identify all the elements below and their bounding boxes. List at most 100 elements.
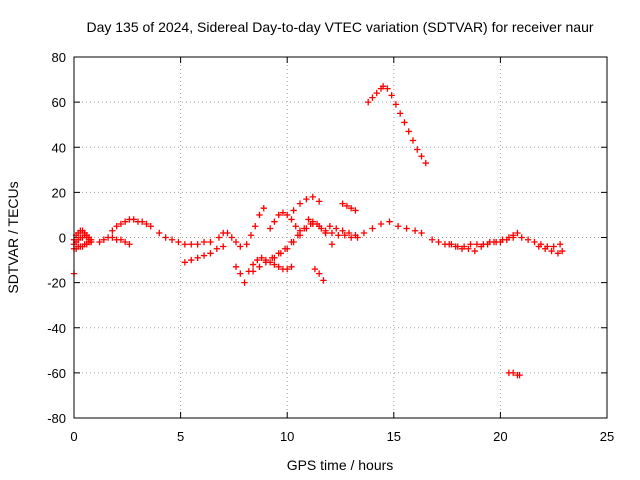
data-point xyxy=(428,236,436,243)
data-point xyxy=(339,227,346,234)
data-point xyxy=(147,223,154,230)
data-point xyxy=(260,204,267,212)
y-tick-label: -60 xyxy=(47,366,66,381)
data-point xyxy=(452,243,459,250)
series-arc-24 xyxy=(446,234,517,255)
data-point xyxy=(266,225,274,232)
series-arc-08 xyxy=(181,243,227,266)
data-point xyxy=(311,265,319,273)
data-point xyxy=(296,200,304,207)
data-point xyxy=(232,238,240,246)
data-point xyxy=(414,146,421,153)
data-point xyxy=(156,229,163,237)
data-point xyxy=(279,209,287,216)
data-point xyxy=(333,225,340,232)
y-tick-label: 80 xyxy=(52,50,66,65)
data-point xyxy=(379,83,387,90)
data-point xyxy=(509,234,517,241)
data-point xyxy=(96,238,103,246)
y-tick-label: -80 xyxy=(47,411,66,426)
series-arc-20 xyxy=(339,200,359,214)
series-arc-14 xyxy=(284,211,304,234)
y-tick-label: 20 xyxy=(52,185,66,200)
data-point xyxy=(369,94,376,101)
data-point xyxy=(220,243,227,250)
data-point xyxy=(271,254,278,262)
data-point xyxy=(559,247,566,255)
data-point xyxy=(262,259,270,266)
data-point xyxy=(305,216,312,223)
data-point xyxy=(109,234,116,241)
data-point xyxy=(405,128,412,135)
data-point xyxy=(335,232,342,239)
data-point xyxy=(200,252,208,259)
data-point xyxy=(215,234,223,241)
data-point xyxy=(418,153,425,160)
data-point xyxy=(343,202,351,210)
data-point xyxy=(373,89,380,97)
data-point xyxy=(207,238,214,246)
data-point xyxy=(121,218,129,225)
data-point xyxy=(411,227,419,234)
data-point xyxy=(497,238,504,246)
data-point xyxy=(194,254,201,262)
data-point xyxy=(403,225,410,232)
series-arc-06 xyxy=(96,234,133,248)
data-point xyxy=(377,220,385,228)
data-point xyxy=(490,238,498,246)
data-point xyxy=(271,218,278,225)
data-point xyxy=(514,229,521,237)
data-point xyxy=(181,241,189,248)
grid xyxy=(74,57,607,418)
data-point xyxy=(396,110,404,117)
data-point xyxy=(258,254,265,262)
data-point xyxy=(435,238,442,246)
series-arc-11 xyxy=(243,204,267,248)
data-point xyxy=(130,216,137,223)
data-point xyxy=(347,234,355,241)
data-point xyxy=(224,229,231,237)
data-point xyxy=(388,92,395,99)
data-point xyxy=(339,200,346,207)
data-point xyxy=(326,223,334,230)
data-point xyxy=(117,220,125,228)
series-arc-07 xyxy=(156,229,214,248)
data-point xyxy=(117,236,125,243)
data-point xyxy=(309,193,316,201)
data-point xyxy=(322,227,329,234)
data-point xyxy=(328,229,336,237)
data-point xyxy=(531,238,538,246)
data-point xyxy=(341,232,348,239)
data-point xyxy=(292,223,299,230)
data-point xyxy=(271,261,278,268)
x-axis-label: GPS time / hours xyxy=(287,457,394,473)
axis-ticks: 0 5 10 15 20 25 -80 -60 -40 -20 0 20 40 60 80 xyxy=(47,50,614,444)
data-point xyxy=(345,229,353,237)
data-point xyxy=(87,238,95,246)
series-arc-19 xyxy=(322,218,425,241)
data-point xyxy=(303,225,310,232)
data-point xyxy=(228,234,235,241)
data-point xyxy=(188,256,195,264)
y-tick-label: 60 xyxy=(52,95,66,110)
data-point xyxy=(369,225,376,232)
x-tick-label: 15 xyxy=(387,429,401,444)
data-point xyxy=(458,245,466,252)
chart-title: Day 135 of 2024, Sidereal Day-to-day VTE… xyxy=(86,19,593,35)
data-point xyxy=(318,225,325,232)
data-point xyxy=(162,234,169,241)
data-point xyxy=(275,263,282,271)
y-tick-label: 0 xyxy=(59,231,66,246)
data-point xyxy=(194,241,201,248)
data-point xyxy=(284,211,291,219)
x-tick-label: 20 xyxy=(493,429,507,444)
data-point xyxy=(252,223,259,230)
data-point xyxy=(249,268,257,275)
series-arc-27 xyxy=(505,369,523,379)
data-point xyxy=(237,270,244,277)
data-point xyxy=(181,259,189,266)
data-point xyxy=(509,369,517,377)
data-point xyxy=(550,243,557,250)
data-point xyxy=(113,223,120,230)
data-point xyxy=(315,198,323,205)
